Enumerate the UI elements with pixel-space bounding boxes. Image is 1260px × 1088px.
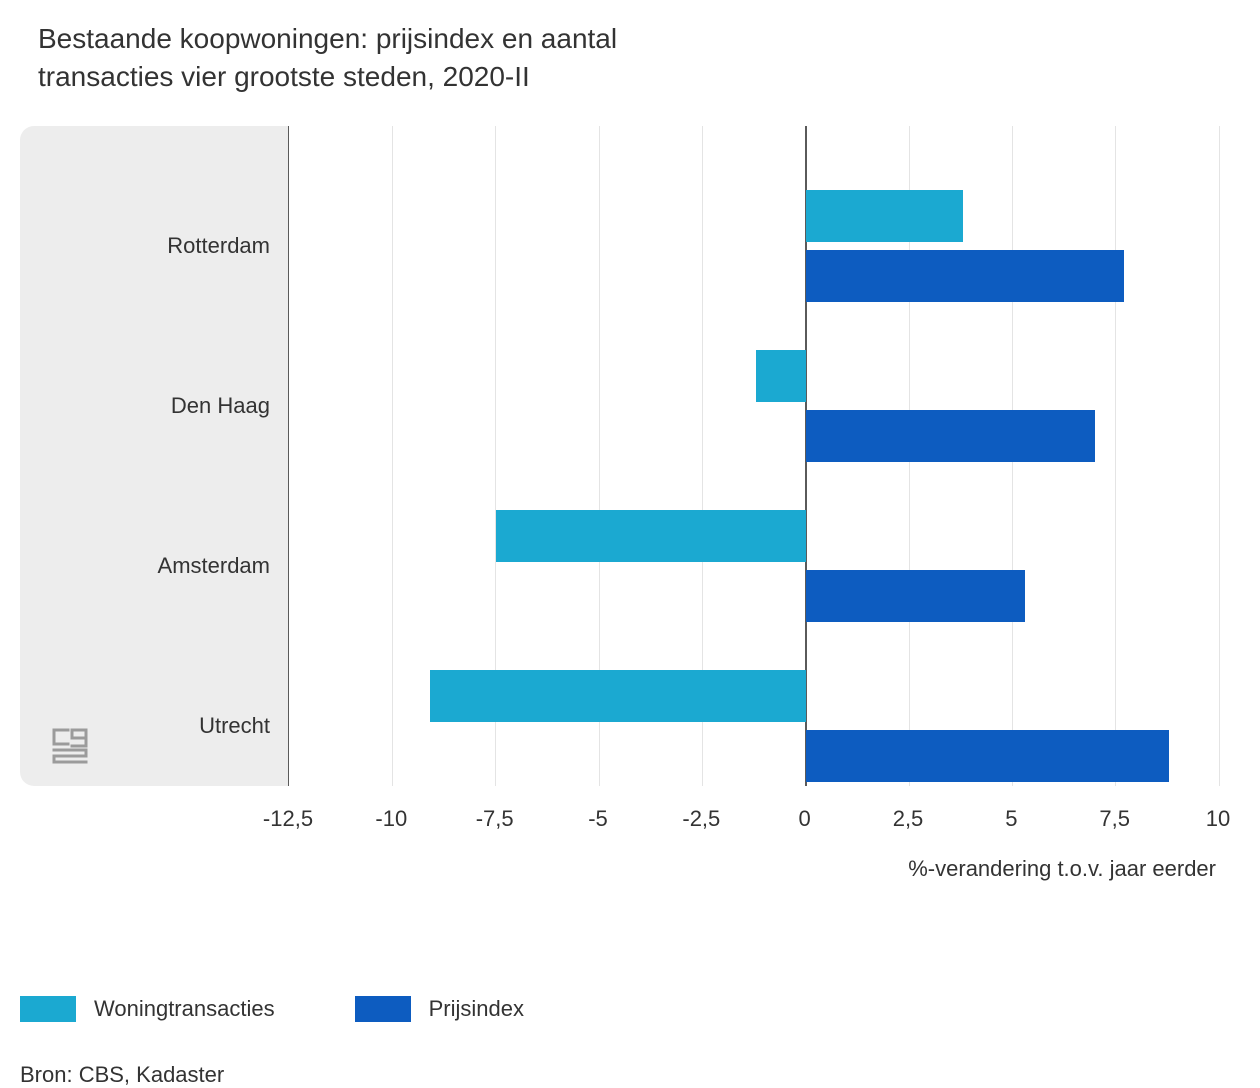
bar-prijsindex — [806, 730, 1170, 782]
y-category-label: Amsterdam — [158, 553, 270, 579]
plot-area — [288, 126, 1218, 786]
grid-line — [1115, 126, 1116, 786]
x-tick-label: -7,5 — [476, 806, 514, 832]
x-tick-label: 2,5 — [893, 806, 924, 832]
x-tick-label: -2,5 — [682, 806, 720, 832]
legend: Woningtransacties Prijsindex — [20, 996, 1260, 1022]
x-tick-label: -12,5 — [263, 806, 313, 832]
bar-woningtransacties — [496, 510, 806, 562]
x-tick-label: 5 — [1005, 806, 1017, 832]
bar-woningtransacties — [756, 350, 806, 402]
legend-swatch — [355, 996, 411, 1022]
grid-line — [1219, 126, 1220, 786]
bar-prijsindex — [806, 570, 1025, 622]
bar-woningtransacties — [806, 190, 963, 242]
x-tick-label: 10 — [1206, 806, 1230, 832]
bar-prijsindex — [806, 250, 1124, 302]
x-tick-label: -5 — [588, 806, 608, 832]
bar-prijsindex — [806, 410, 1095, 462]
x-tick-label: 7,5 — [1099, 806, 1130, 832]
plot-outer: RotterdamDen HaagAmsterdamUtrecht %-vera… — [20, 126, 1220, 826]
legend-item-prijsindex: Prijsindex — [355, 996, 524, 1022]
cbs-logo-icon — [48, 724, 92, 768]
y-category-label: Rotterdam — [167, 233, 270, 259]
legend-swatch — [20, 996, 76, 1022]
y-category-label: Den Haag — [171, 393, 270, 419]
grid-line — [392, 126, 393, 786]
source-line: Bron: CBS, Kadaster — [20, 1062, 1260, 1088]
x-tick-label: 0 — [799, 806, 811, 832]
x-tick-label: -10 — [375, 806, 407, 832]
chart-container: Bestaande koopwoningen: prijsindex en aa… — [0, 0, 1260, 1088]
y-category-label: Utrecht — [199, 713, 270, 739]
x-axis-title: %-verandering t.o.v. jaar eerder — [908, 856, 1216, 882]
chart-title: Bestaande koopwoningen: prijsindex en aa… — [0, 0, 700, 96]
y-axis-panel: Rotterdam Den Haag Amsterdam Utrecht — [20, 126, 288, 786]
legend-label: Prijsindex — [429, 996, 524, 1022]
legend-label: Woningtransacties — [94, 996, 275, 1022]
legend-item-woningtransacties: Woningtransacties — [20, 996, 275, 1022]
bar-woningtransacties — [430, 670, 806, 722]
